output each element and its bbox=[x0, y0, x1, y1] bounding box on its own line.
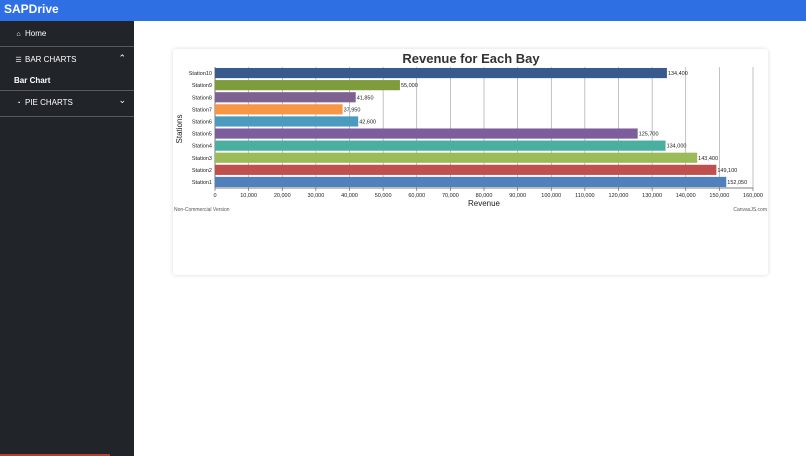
x-tick-label: 10,000 bbox=[240, 193, 257, 199]
x-tick-label: 120,000 bbox=[609, 193, 629, 199]
x-tick-label: 80,000 bbox=[476, 193, 493, 199]
bar-value-label: 42,600 bbox=[359, 119, 376, 125]
x-tick-label: 140,000 bbox=[676, 193, 696, 199]
brand-logo[interactable]: SAPDrive bbox=[4, 2, 59, 16]
x-tick-label: 90,000 bbox=[509, 193, 526, 199]
bar[interactable] bbox=[215, 152, 698, 163]
y-tick-label: Station3 bbox=[192, 156, 212, 162]
sidebar-divider bbox=[0, 46, 134, 47]
x-tick-label: 130,000 bbox=[642, 193, 662, 199]
bar[interactable] bbox=[215, 128, 638, 139]
bar[interactable] bbox=[215, 92, 356, 103]
sidebar-item-bar-charts[interactable]: ☰ BAR CHARTS bbox=[14, 55, 148, 64]
bottom-accent-line bbox=[0, 454, 110, 456]
bar[interactable] bbox=[215, 176, 727, 188]
sidebar: ⌂ Home ☰ BAR CHARTS ⌃ Bar Chart ◔ PIE CHART… bbox=[0, 21, 134, 456]
bar-value-label: 149,100 bbox=[717, 168, 737, 174]
bar-chart: Revenue for Each Bay Stations Revenue No… bbox=[174, 51, 767, 213]
bar[interactable] bbox=[215, 116, 359, 127]
y-tick-label: Station2 bbox=[192, 168, 212, 174]
x-tick-label: 0 bbox=[213, 193, 216, 199]
y-tick-label: Station5 bbox=[192, 132, 212, 138]
bar-value-label: 134,400 bbox=[668, 71, 688, 77]
bar-value-label: 37,950 bbox=[344, 107, 361, 113]
x-tick-label: 40,000 bbox=[341, 193, 358, 199]
home-icon: ⌂ bbox=[16, 31, 21, 38]
y-tick-label: Station1 bbox=[192, 180, 212, 186]
x-tick-label: 150,000 bbox=[709, 193, 729, 199]
x-axis-label: Revenue bbox=[468, 199, 501, 208]
chart-card: Revenue for Each Bay Stations Revenue No… bbox=[173, 49, 768, 275]
x-tick-label: 160,000 bbox=[743, 193, 763, 199]
bar-value-label: 41,850 bbox=[357, 95, 374, 101]
bar[interactable] bbox=[215, 140, 666, 151]
bar-value-label: 152,050 bbox=[727, 180, 747, 186]
top-navbar: SAPDrive bbox=[0, 0, 806, 21]
credit-right[interactable]: CanvasJS.com bbox=[733, 207, 767, 213]
bar-chart-icon: ☰ bbox=[15, 57, 22, 64]
sidebar-divider bbox=[0, 116, 134, 117]
sidebar-item-pie-charts[interactable]: ◔ PIE CHARTS bbox=[14, 98, 148, 107]
bar-value-label: 55,000 bbox=[401, 83, 418, 89]
pie-chart-icon: ◔ bbox=[16, 100, 21, 107]
sidebar-item-label: PIE CHARTS bbox=[25, 98, 73, 107]
y-tick-label: Station10 bbox=[189, 71, 212, 77]
y-tick-label: Station8 bbox=[192, 95, 212, 101]
y-tick-label: Station4 bbox=[192, 144, 212, 150]
bar-value-label: 143,400 bbox=[698, 156, 718, 162]
y-tick-label: Station9 bbox=[192, 83, 212, 89]
chevron-down-icon[interactable]: ⌄ bbox=[118, 96, 126, 106]
sidebar-item-label: BAR CHARTS bbox=[25, 55, 77, 64]
bar[interactable] bbox=[215, 80, 400, 91]
credit-left: Non-Commercial Version bbox=[174, 207, 230, 213]
chart-title: Revenue for Each Bay bbox=[402, 51, 540, 66]
y-tick-label: Station6 bbox=[192, 119, 212, 125]
x-tick-label: 60,000 bbox=[408, 193, 425, 199]
sidebar-item-bar-chart[interactable]: Bar Chart bbox=[14, 76, 51, 85]
sidebar-item-home[interactable]: ⌂ Home bbox=[14, 29, 148, 38]
sidebar-item-label: Home bbox=[25, 29, 47, 38]
sidebar-divider bbox=[0, 90, 134, 91]
bar[interactable] bbox=[215, 164, 717, 175]
y-axis-label: Stations bbox=[175, 115, 184, 144]
bar[interactable] bbox=[215, 104, 343, 115]
x-tick-label: 50,000 bbox=[375, 193, 392, 199]
chevron-up-icon[interactable]: ⌃ bbox=[118, 54, 126, 64]
x-tick-label: 20,000 bbox=[274, 193, 291, 199]
bar[interactable] bbox=[215, 67, 667, 79]
x-tick-label: 110,000 bbox=[575, 193, 594, 199]
x-tick-label: 100,000 bbox=[541, 193, 561, 199]
x-tick-label: 30,000 bbox=[307, 193, 324, 199]
bar-value-label: 134,000 bbox=[667, 144, 687, 150]
y-tick-label: Station7 bbox=[192, 107, 212, 113]
x-tick-label: 70,000 bbox=[442, 193, 459, 199]
bar-value-label: 125,700 bbox=[639, 132, 659, 138]
